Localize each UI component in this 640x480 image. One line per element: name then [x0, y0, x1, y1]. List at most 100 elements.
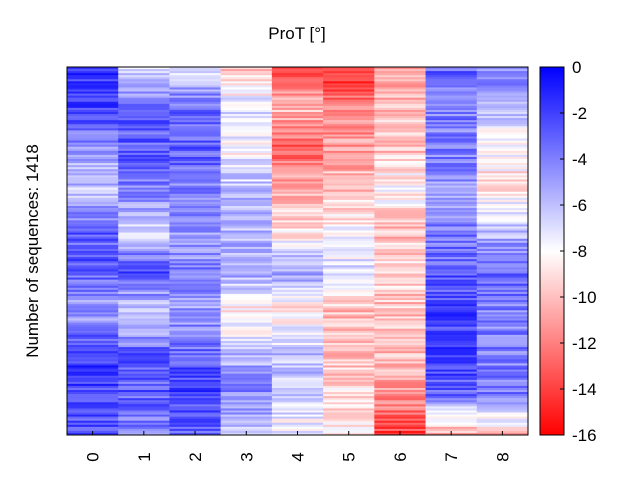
heatmap-cell [271, 326, 324, 329]
heatmap-cell [118, 163, 170, 166]
heatmap-cell [476, 345, 529, 348]
heatmap-cell [476, 177, 529, 180]
heatmap-cell [169, 222, 221, 225]
heatmap-cell [476, 138, 529, 141]
heatmap-cell [476, 238, 529, 242]
heatmap-cell [476, 304, 529, 307]
heatmap-cell [323, 224, 375, 227]
heatmap-cell [374, 306, 426, 309]
heatmap-cell [220, 381, 273, 385]
heatmap-cell [323, 109, 375, 113]
heatmap-cell [374, 285, 426, 289]
heatmap-cell [67, 140, 119, 143]
heatmap-cell [271, 383, 324, 387]
heatmap-cell [374, 324, 426, 327]
heatmap-cell [220, 248, 273, 252]
heatmap-cell [118, 220, 170, 223]
heatmap-cell [67, 218, 119, 221]
heatmap-cell [323, 318, 375, 321]
heatmap-cell [425, 406, 478, 409]
heatmap-cell [271, 222, 324, 225]
heatmap-cell [271, 118, 324, 121]
heatmap-cell [425, 426, 478, 430]
heatmap-cell [374, 79, 426, 82]
heatmap-cell [67, 385, 119, 389]
heatmap-cell [476, 181, 529, 184]
heatmap-cell [271, 71, 324, 74]
heatmap-cell [118, 385, 170, 389]
heatmap-cell [118, 404, 170, 407]
heatmap-cell [169, 107, 221, 111]
heatmap-cell [323, 171, 375, 174]
heatmap-cell [271, 159, 324, 162]
heatmap-cell [67, 122, 119, 125]
heatmap-cell [118, 375, 170, 379]
heatmap-cell [271, 73, 324, 76]
heatmap-cell [425, 253, 478, 256]
heatmap-cell [169, 171, 221, 174]
heatmap-cell [271, 320, 324, 323]
heatmap-cell [323, 402, 375, 405]
heatmap-cell [118, 336, 170, 340]
heatmap-cell [169, 336, 221, 340]
heatmap-cell [118, 103, 170, 107]
heatmap-cell [374, 289, 426, 293]
heatmap-cell [374, 132, 426, 135]
heatmap-cell [271, 248, 324, 252]
heatmap-cell [220, 140, 273, 143]
heatmap-cell [476, 332, 529, 336]
heatmap-cell [374, 373, 426, 377]
heatmap-cell [220, 412, 273, 415]
heatmap-cell [323, 134, 375, 137]
heatmap-cell [67, 212, 119, 215]
heatmap-cell [323, 273, 375, 276]
heatmap-cell [374, 353, 426, 356]
heatmap-cell [220, 400, 273, 403]
heatmap-cell [425, 390, 478, 393]
heatmap-cell [118, 71, 170, 74]
heatmap-cell [323, 228, 375, 231]
heatmap-cell [169, 343, 221, 346]
heatmap-cell [476, 385, 529, 389]
heatmap-cell [374, 208, 426, 211]
heatmap-cell [169, 214, 221, 217]
heatmap-cell [67, 130, 119, 133]
heatmap-cell [374, 343, 426, 346]
heatmap-cell [425, 300, 478, 303]
heatmap-cell [169, 248, 221, 252]
heatmap-cell [67, 351, 119, 354]
heatmap-cell [374, 279, 426, 282]
heatmap-cell [118, 322, 170, 325]
heatmap-cell [476, 69, 529, 72]
heatmap-cell [169, 75, 221, 78]
heatmap-cell [118, 312, 170, 315]
heatmap-cell [118, 93, 170, 96]
heatmap-cell [118, 81, 170, 84]
heatmap-cell [271, 314, 324, 317]
heatmap-cell [271, 228, 324, 231]
heatmap-cell [169, 261, 221, 264]
heatmap-cell [425, 148, 478, 152]
heatmap-cell [374, 230, 426, 233]
heatmap-cell [118, 173, 170, 176]
heatmap-cell [67, 97, 119, 101]
heatmap-cell [425, 261, 478, 264]
heatmap-cell [118, 291, 170, 295]
heatmap-cell [323, 353, 375, 356]
heatmap-cell [425, 351, 478, 354]
heatmap-cell [220, 199, 273, 203]
heatmap-cell [425, 400, 478, 403]
heatmap-cell [476, 240, 529, 244]
heatmap-cell [323, 103, 375, 107]
heatmap-cell [374, 87, 426, 90]
heatmap-cell [118, 89, 170, 92]
heatmap-cell [323, 251, 375, 254]
heatmap-cell [118, 338, 170, 342]
heatmap-cell [271, 140, 324, 143]
heatmap-cell [169, 77, 221, 80]
heatmap-cell [118, 206, 170, 209]
heatmap-cell [374, 167, 426, 170]
heatmap-cell [374, 420, 426, 424]
heatmap-cell [476, 154, 529, 158]
